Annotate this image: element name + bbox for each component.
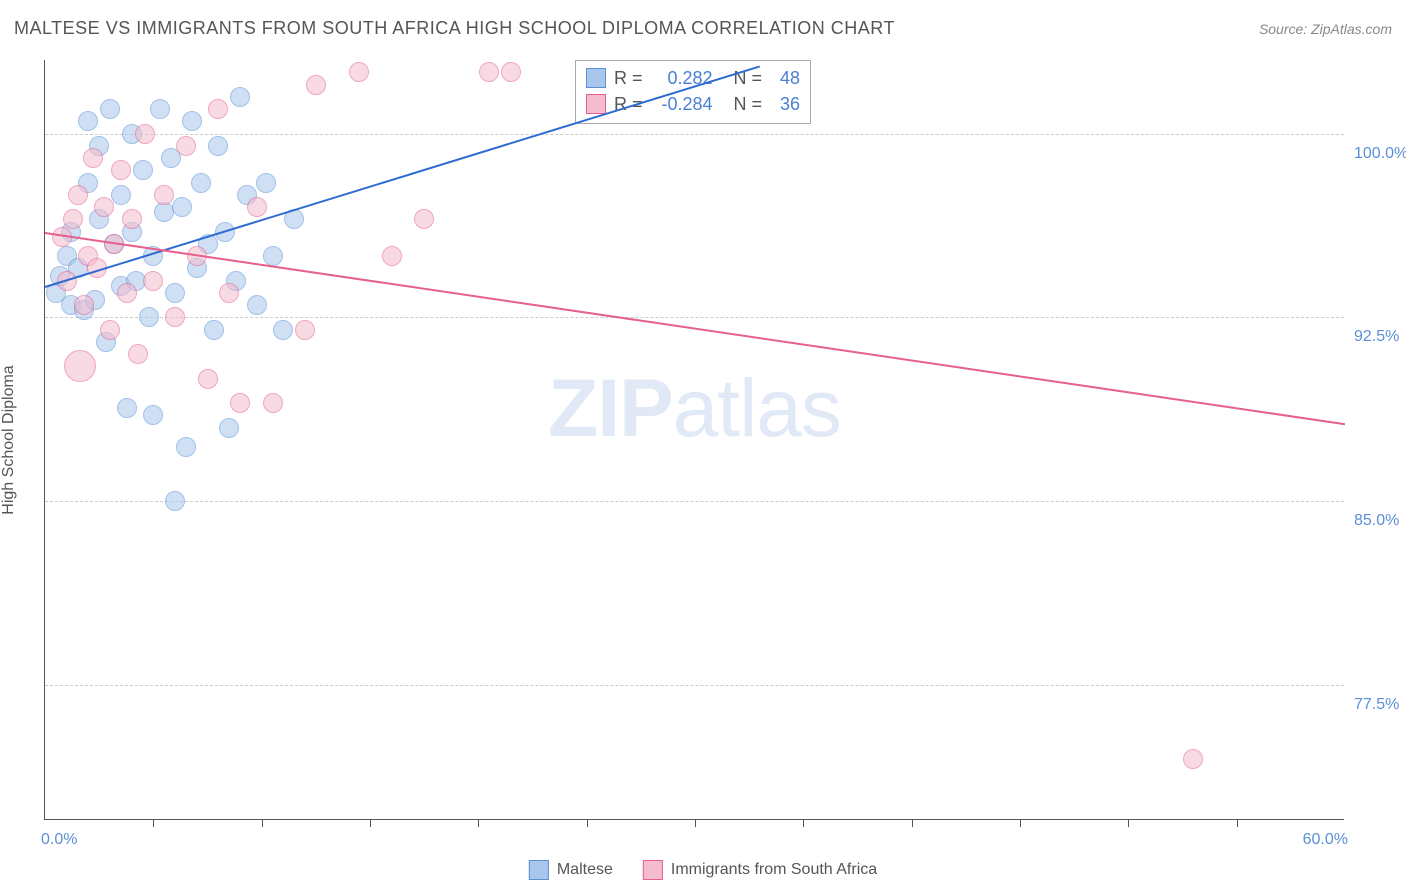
x-tick xyxy=(262,819,263,827)
n-value-2: 36 xyxy=(770,91,800,117)
x-axis-start-label: 0.0% xyxy=(41,831,77,849)
data-point xyxy=(182,111,202,131)
legend-swatch-2 xyxy=(643,860,663,880)
data-point xyxy=(139,307,159,327)
x-tick xyxy=(153,819,154,827)
data-point xyxy=(208,136,228,156)
data-point xyxy=(198,369,218,389)
gridline xyxy=(45,134,1344,135)
legend-label-2: Immigrants from South Africa xyxy=(671,861,877,879)
data-point xyxy=(78,111,98,131)
data-point xyxy=(263,393,283,413)
data-point xyxy=(204,320,224,340)
watermark-bold: ZIP xyxy=(548,363,673,454)
data-point xyxy=(306,75,326,95)
legend-item-2: Immigrants from South Africa xyxy=(643,860,877,880)
y-tick-label: 77.5% xyxy=(1354,696,1406,714)
data-point xyxy=(94,197,114,217)
series-legend: Maltese Immigrants from South Africa xyxy=(529,860,877,880)
data-point xyxy=(154,185,174,205)
correlation-legend: R = 0.282 N = 48 R = -0.284 N = 36 xyxy=(575,60,811,124)
x-tick xyxy=(370,819,371,827)
gridline xyxy=(45,685,1344,686)
swatch-series-1 xyxy=(586,68,606,88)
legend-label-1: Maltese xyxy=(557,861,613,879)
data-point xyxy=(479,62,499,82)
data-point xyxy=(117,398,137,418)
data-point xyxy=(247,197,267,217)
data-point xyxy=(117,283,137,303)
r-label: R = xyxy=(614,65,643,91)
data-point xyxy=(111,185,131,205)
data-point xyxy=(122,209,142,229)
watermark-thin: atlas xyxy=(673,363,841,454)
correlation-row-2: R = -0.284 N = 36 xyxy=(586,91,800,117)
data-point xyxy=(414,209,434,229)
n-value-1: 48 xyxy=(770,65,800,91)
data-point xyxy=(256,173,276,193)
y-tick-label: 92.5% xyxy=(1354,328,1406,346)
data-point xyxy=(63,209,83,229)
data-point xyxy=(247,295,267,315)
data-point xyxy=(165,491,185,511)
data-point xyxy=(501,62,521,82)
data-point xyxy=(100,320,120,340)
data-point xyxy=(382,246,402,266)
y-tick-label: 100.0% xyxy=(1354,145,1406,163)
data-point xyxy=(191,173,211,193)
x-tick xyxy=(587,819,588,827)
x-tick xyxy=(695,819,696,827)
plot-area: High School Diploma ZIPatlas R = 0.282 N… xyxy=(44,60,1344,820)
swatch-series-2 xyxy=(586,94,606,114)
data-point xyxy=(135,124,155,144)
data-point xyxy=(83,148,103,168)
chart-header: MALTESE VS IMMIGRANTS FROM SOUTH AFRICA … xyxy=(14,18,1392,39)
data-point xyxy=(68,185,88,205)
x-axis-end-label: 60.0% xyxy=(1303,831,1348,849)
x-tick xyxy=(1237,819,1238,827)
data-point xyxy=(172,197,192,217)
trend-line xyxy=(45,65,761,288)
x-tick xyxy=(912,819,913,827)
data-point xyxy=(230,87,250,107)
r-value-2: -0.284 xyxy=(651,91,713,117)
data-point xyxy=(208,99,228,119)
chart-source: Source: ZipAtlas.com xyxy=(1259,21,1392,37)
x-tick xyxy=(1020,819,1021,827)
data-point xyxy=(176,136,196,156)
data-point xyxy=(111,160,131,180)
x-tick xyxy=(478,819,479,827)
data-point xyxy=(263,246,283,266)
data-point xyxy=(74,295,94,315)
data-point xyxy=(273,320,293,340)
data-point xyxy=(150,99,170,119)
n-label: N = xyxy=(734,91,763,117)
data-point xyxy=(143,271,163,291)
data-point xyxy=(100,99,120,119)
data-point xyxy=(230,393,250,413)
data-point xyxy=(1183,749,1203,769)
watermark: ZIPatlas xyxy=(548,362,841,456)
data-point xyxy=(133,160,153,180)
data-point xyxy=(165,307,185,327)
r-value-1: 0.282 xyxy=(651,65,713,91)
x-tick xyxy=(1128,819,1129,827)
y-tick-label: 85.0% xyxy=(1354,512,1406,530)
data-point xyxy=(349,62,369,82)
y-axis-label: High School Diploma xyxy=(0,365,18,514)
legend-swatch-1 xyxy=(529,860,549,880)
gridline xyxy=(45,501,1344,502)
gridline xyxy=(45,317,1344,318)
data-point xyxy=(128,344,148,364)
chart-title: MALTESE VS IMMIGRANTS FROM SOUTH AFRICA … xyxy=(14,18,895,39)
legend-item-1: Maltese xyxy=(529,860,613,880)
data-point xyxy=(165,283,185,303)
data-point xyxy=(143,405,163,425)
data-point xyxy=(176,437,196,457)
data-point xyxy=(219,283,239,303)
data-point xyxy=(295,320,315,340)
data-point xyxy=(64,350,96,382)
x-tick xyxy=(803,819,804,827)
data-point xyxy=(219,418,239,438)
